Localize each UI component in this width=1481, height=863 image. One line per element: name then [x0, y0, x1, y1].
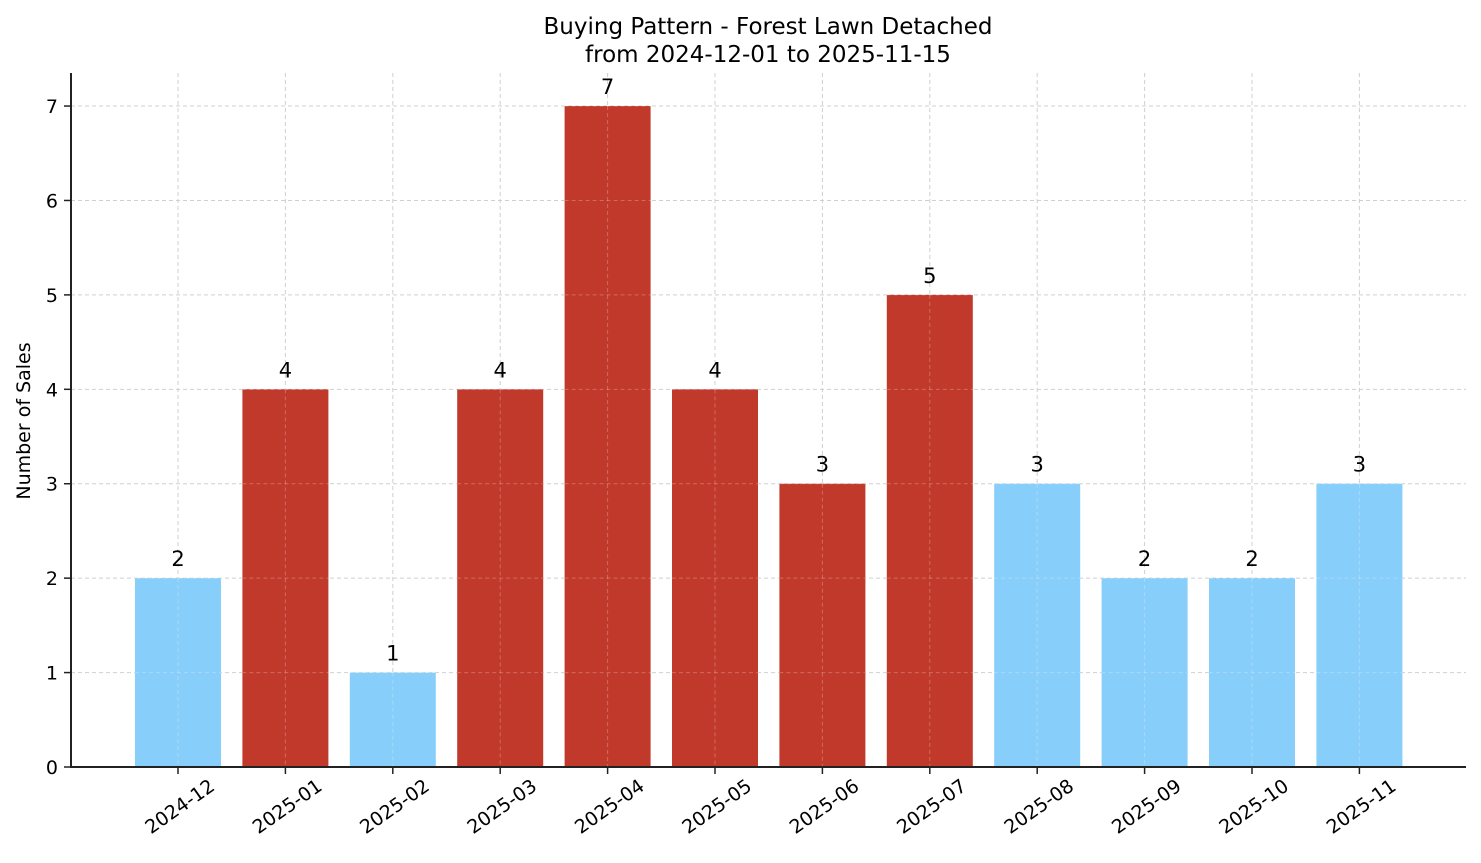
- x-tick-label: 2025-04: [571, 775, 649, 839]
- bar-value-label: 3: [1031, 453, 1044, 477]
- x-tick-label: 2025-09: [1108, 775, 1186, 839]
- bar-value-label: 2: [171, 547, 184, 571]
- bar-value-label: 4: [279, 358, 292, 382]
- x-tick-label: 2025-07: [893, 775, 971, 839]
- x-tick-label: 2025-02: [356, 775, 434, 839]
- bar-value-label: 3: [816, 453, 829, 477]
- chart-subtitle: from 2024-12-01 to 2025-11-15: [585, 42, 951, 68]
- bar-2025-02: [349, 672, 436, 767]
- x-tick-label: 2024-12: [141, 775, 219, 839]
- x-tick-label: 2025-01: [249, 775, 327, 839]
- x-tick-label: 2025-08: [1000, 775, 1078, 839]
- x-tick-label: 2025-05: [678, 775, 756, 839]
- bar-2025-10: [1209, 578, 1295, 767]
- bar-value-label: 2: [1245, 547, 1258, 571]
- y-tick-label: 7: [46, 96, 58, 118]
- y-tick-label: 4: [46, 379, 58, 401]
- bar-2025-05: [672, 389, 758, 767]
- x-tick-label: 2025-03: [463, 775, 541, 839]
- y-tick-label: 2: [46, 568, 58, 590]
- bar-value-label: 3: [1353, 453, 1366, 477]
- bar-2025-04: [564, 106, 651, 768]
- bars: 2 4 1 4 7 4 3 5 3 2 2 3: [135, 75, 1403, 768]
- bar-value-label: 2: [1138, 547, 1151, 571]
- bar-2025-08: [994, 483, 1081, 767]
- bar-value-label: 1: [386, 642, 399, 666]
- bar-2025-06: [779, 483, 866, 767]
- y-tick-label: 1: [46, 663, 58, 685]
- bar-value-label: 4: [708, 358, 721, 382]
- bar-2025-07: [886, 294, 973, 767]
- bar-2025-01: [242, 389, 329, 767]
- y-tick-label: 5: [46, 285, 58, 307]
- x-tick-label: 2025-10: [1215, 775, 1293, 839]
- y-axis-label: Number of Sales: [13, 342, 35, 499]
- bar-2025-03: [457, 389, 544, 767]
- bar-2025-11: [1316, 483, 1403, 767]
- bar-value-label: 4: [494, 358, 507, 382]
- x-tick-label: 2025-06: [786, 775, 864, 839]
- y-tick-label: 3: [46, 474, 58, 496]
- x-tick-label: 2025-11: [1323, 775, 1401, 839]
- bar-2025-09: [1101, 578, 1188, 767]
- bar-value-label: 7: [601, 75, 614, 99]
- y-tick-label: 0: [46, 757, 58, 779]
- y-tick-label: 6: [46, 190, 58, 212]
- chart-title: Buying Pattern - Forest Lawn Detached: [544, 14, 993, 40]
- bar-2024-12: [135, 578, 221, 767]
- bar-value-label: 5: [923, 264, 936, 288]
